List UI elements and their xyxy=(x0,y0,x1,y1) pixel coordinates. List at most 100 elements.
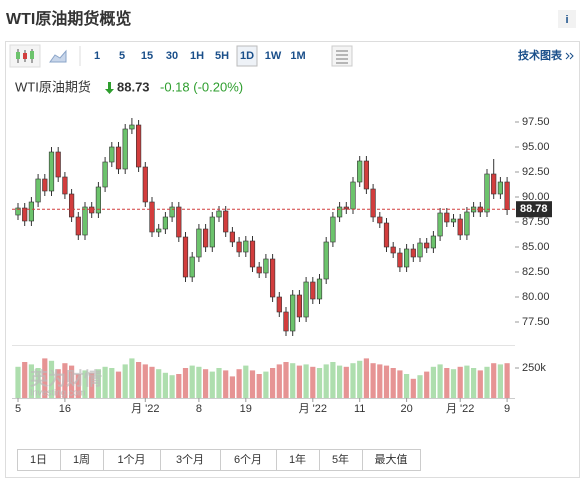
candle-body xyxy=(89,206,95,214)
volume-bar xyxy=(444,368,450,398)
candle-body xyxy=(430,235,437,249)
volume-bar xyxy=(162,372,168,398)
period-button[interactable]: 1W xyxy=(265,50,282,62)
range-label[interactable]: 1日 xyxy=(30,454,47,466)
volume-bar xyxy=(82,370,88,398)
volume-bar xyxy=(176,374,182,398)
candle-body xyxy=(75,216,81,236)
candle-body xyxy=(383,222,390,248)
volume-bar xyxy=(370,363,376,398)
volume-bar xyxy=(484,366,490,398)
range-label[interactable]: 1周 xyxy=(73,453,90,466)
x-tick-label: 16 xyxy=(59,403,71,415)
candle-body xyxy=(330,216,336,243)
volume-bar xyxy=(243,365,249,398)
candle-body xyxy=(363,160,370,190)
volume-bar xyxy=(42,358,48,398)
candle-body xyxy=(223,210,229,233)
volume-bar xyxy=(169,375,175,398)
candle-body xyxy=(444,212,450,223)
x-tick-label: 20 xyxy=(400,403,412,415)
period-button[interactable]: 30 xyxy=(166,50,178,62)
volume-bar xyxy=(471,368,477,398)
volume-bar xyxy=(457,366,463,398)
y-tick-label: 90.00 xyxy=(522,191,550,203)
y-tick-label: 85.00 xyxy=(522,241,550,253)
volume-bar xyxy=(89,372,95,398)
candle-body xyxy=(249,240,256,268)
volume-bar xyxy=(323,364,329,398)
volume-bar xyxy=(464,365,470,398)
volume-bar xyxy=(189,365,195,398)
volume-bar xyxy=(276,364,282,398)
watermark: 英为财情 xyxy=(29,368,102,389)
volume-bar xyxy=(303,364,309,398)
y-tick-label: 95.00 xyxy=(522,141,550,153)
frame xyxy=(5,41,580,478)
period-button[interactable]: 1H xyxy=(190,50,204,62)
candle-body xyxy=(156,228,162,233)
candle-body xyxy=(370,188,376,218)
candle-body xyxy=(484,173,490,213)
candle-body xyxy=(491,173,497,195)
volume-bar xyxy=(75,374,81,398)
volume-bar xyxy=(316,368,323,398)
candle-body xyxy=(243,240,249,253)
candle-body xyxy=(122,128,128,170)
x-tick-label: 8 xyxy=(196,403,202,415)
candle-body xyxy=(316,278,323,300)
volume-bar xyxy=(48,360,55,398)
volume-bar xyxy=(437,364,443,398)
title: WTI原油期货概览 xyxy=(6,9,131,28)
period-button[interactable]: 5 xyxy=(119,50,125,62)
period-button[interactable]: 1D xyxy=(240,50,254,62)
volume-bar xyxy=(55,369,61,398)
candle-body xyxy=(129,124,135,130)
range-label[interactable]: 5年 xyxy=(332,452,349,466)
volume-bar xyxy=(310,366,316,398)
range-label[interactable]: 最大值 xyxy=(375,452,408,466)
volume-bar xyxy=(216,368,222,398)
volume-bar xyxy=(69,365,75,398)
candle-body xyxy=(189,256,195,278)
volume-bar xyxy=(424,371,430,398)
candle-body xyxy=(464,211,470,236)
period-button[interactable]: 15 xyxy=(141,50,153,62)
area-icon[interactable] xyxy=(49,49,67,63)
candle-body xyxy=(229,231,236,243)
v-tick-label: 250k xyxy=(522,362,546,374)
range-label[interactable]: 1年 xyxy=(289,452,306,466)
range-label[interactable]: 1个月 xyxy=(117,453,145,466)
candle-body xyxy=(162,216,169,230)
candle-body xyxy=(115,146,122,170)
volume-bar xyxy=(270,368,276,398)
candle-body xyxy=(269,258,276,298)
candle-body xyxy=(236,241,242,253)
volume-bar xyxy=(142,364,148,398)
range-button[interactable] xyxy=(362,449,421,471)
period-button[interactable]: 1 xyxy=(94,50,100,62)
period-button[interactable]: 5H xyxy=(215,50,229,62)
candle-body xyxy=(410,248,416,258)
quote-price: 88.73 xyxy=(117,79,150,94)
volume-bar xyxy=(296,365,302,398)
period-button[interactable]: 1M xyxy=(290,50,305,62)
info[interactable]: i xyxy=(565,14,568,26)
candle-body xyxy=(209,216,215,248)
y-tick-label: 97.50 xyxy=(522,116,550,128)
range-label[interactable]: 3个月 xyxy=(176,453,204,466)
candle-body xyxy=(377,216,383,224)
candle-body xyxy=(102,161,108,188)
candle-body xyxy=(437,212,443,237)
volume-bar xyxy=(504,363,510,398)
x-tick-label: 月 '22 xyxy=(299,403,327,415)
table-glyph xyxy=(336,50,348,64)
y-tick-label: 92.50 xyxy=(522,166,550,178)
volume-bar xyxy=(129,358,135,398)
range-label[interactable]: 6个月 xyxy=(234,453,262,466)
tech-chart-link[interactable]: 技术图表 xyxy=(518,48,563,62)
volume-bar xyxy=(203,369,209,398)
candle-body xyxy=(424,242,430,249)
info-button[interactable] xyxy=(558,10,576,28)
